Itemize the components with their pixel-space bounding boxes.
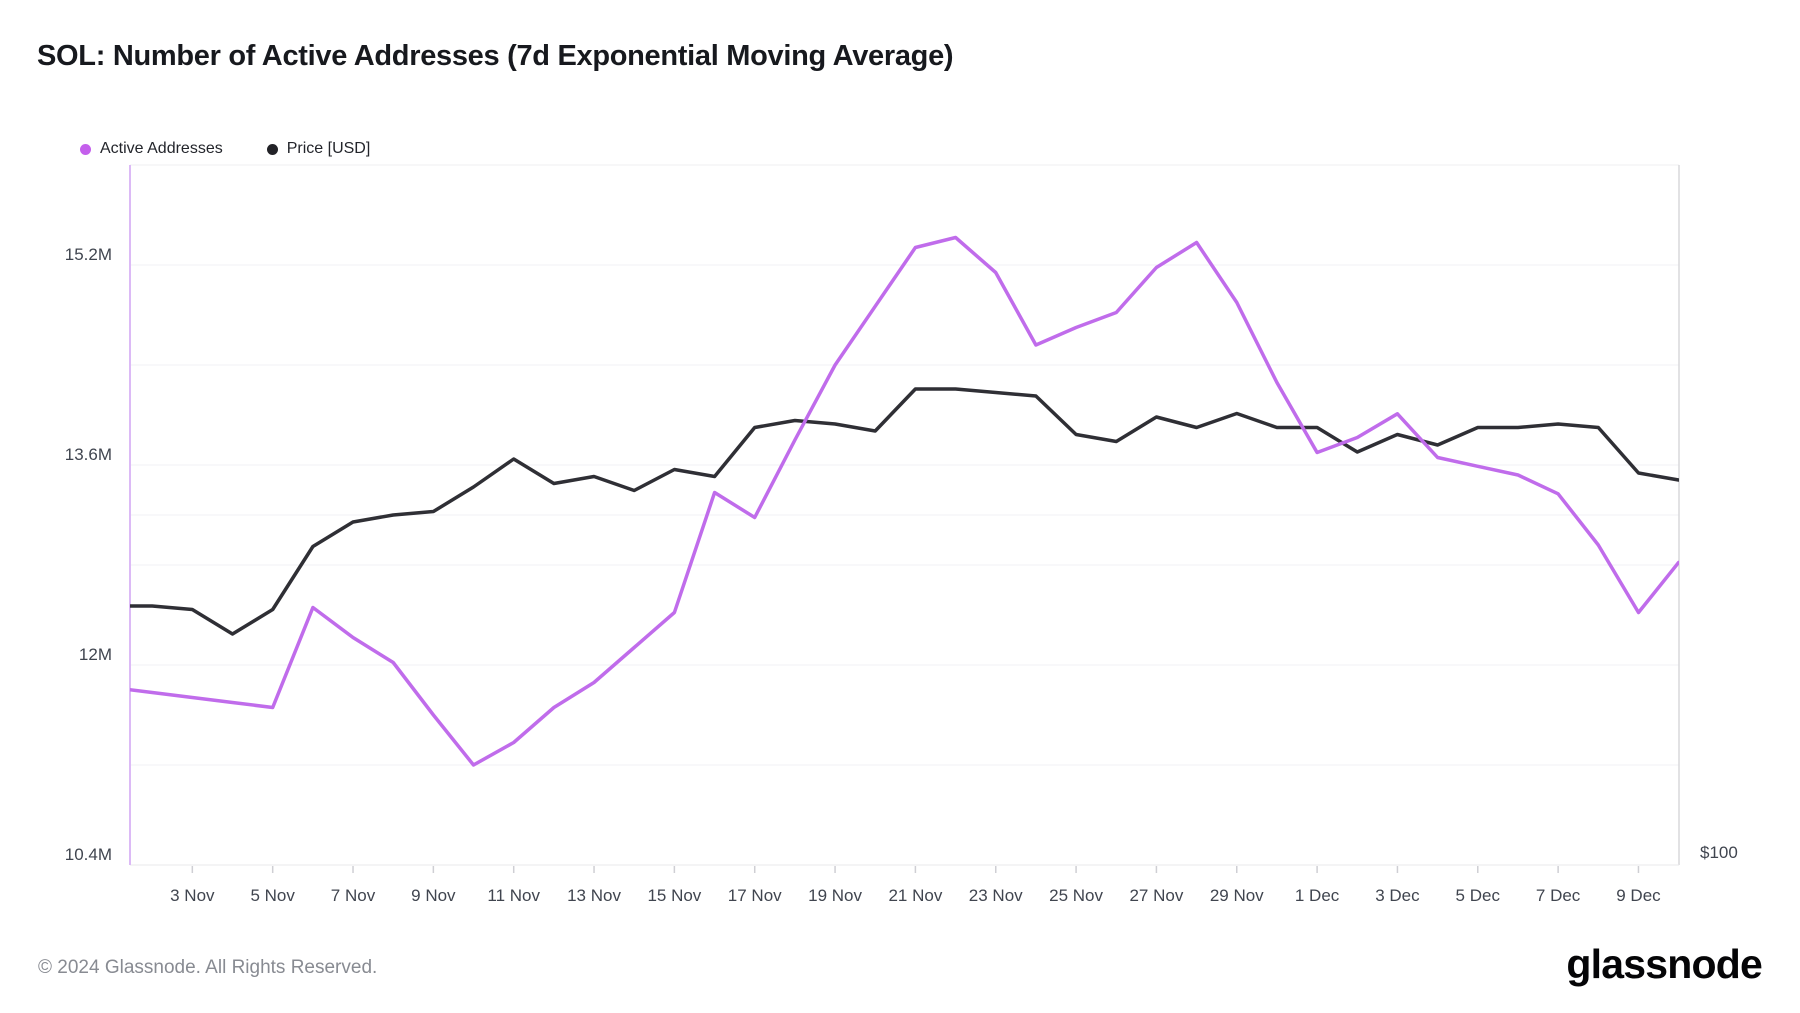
x-axis-label: 21 Nov — [888, 886, 943, 905]
x-axis-label: 17 Nov — [727, 886, 782, 905]
x-axis-label: 7 Nov — [330, 886, 376, 905]
x-axis-label: 11 Nov — [487, 886, 540, 905]
x-axis-label: 5 Dec — [1455, 886, 1500, 905]
x-axis-label: 13 Nov — [567, 886, 621, 905]
active-addresses-line — [130, 235, 1679, 767]
right-axis-label: $100 — [1700, 843, 1738, 862]
x-axis-label: 23 Nov — [968, 886, 1023, 905]
glassnode-logo: glassnode — [1566, 941, 1762, 987]
x-axis-label: 7 Dec — [1535, 886, 1581, 905]
legend: Active Addresses Price [USD] — [80, 138, 370, 160]
legend-item-active-addresses[interactable]: Active Addresses — [80, 140, 223, 158]
x-axis-label: 1 Dec — [1294, 886, 1340, 905]
x-axis-label: 25 Nov — [1049, 886, 1104, 905]
x-axis-label: 19 Nov — [808, 886, 862, 905]
x-axis-label: 27 Nov — [1129, 886, 1184, 905]
x-axis-label: 29 Nov — [1209, 886, 1264, 905]
y-axis-label: 15.2M — [64, 245, 112, 264]
y-axis-label: 12M — [78, 645, 112, 664]
copyright: © 2024 Glassnode. All Rights Reserved. — [38, 957, 378, 978]
legend-item-price-usd[interactable]: Price [USD] — [266, 140, 371, 158]
page-title: SOL: Number of Active Addresses (7d Expo… — [37, 40, 954, 72]
x-axis-label: 3 Dec — [1375, 886, 1420, 905]
x-axis-label: 5 Nov — [250, 886, 295, 905]
x-axis-label: 9 Nov — [411, 886, 456, 905]
legend-label-active-addresses: Active Addresses — [100, 140, 223, 157]
legend-dot-icon — [266, 143, 278, 155]
x-axis-label: 9 Dec — [1616, 886, 1661, 905]
legend-label-price-usd: Price [USD] — [286, 140, 371, 157]
legend-dot-icon — [80, 143, 91, 155]
x-axis-label: 15 Nov — [647, 886, 702, 905]
x-axis-label: 3 Nov — [170, 886, 215, 905]
price-line — [130, 387, 1679, 636]
y-axis-label: 13.6M — [64, 445, 112, 464]
y-axis-label: 10.4M — [64, 845, 112, 864]
